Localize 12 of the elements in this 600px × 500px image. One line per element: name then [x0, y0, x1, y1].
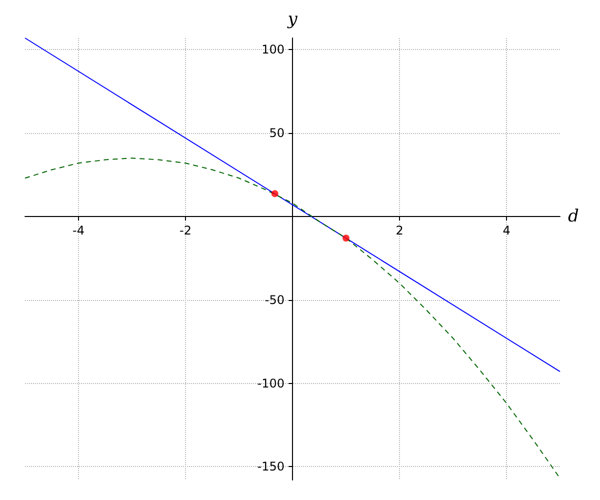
x-axis-title: d — [568, 206, 579, 226]
y-axis-title: y — [286, 10, 298, 30]
y-tick-label: 100 — [262, 42, 284, 57]
y-tick-label: -150 — [257, 460, 284, 474]
y-tick-label: 50 — [269, 126, 284, 140]
y-tick-label: -100 — [257, 376, 284, 390]
x-tick-label: -2 — [180, 223, 192, 238]
x-tick-label: -4 — [72, 223, 84, 238]
x-tick-label: 2 — [396, 223, 404, 238]
x-tick-label: 4 — [502, 223, 510, 238]
line-series — [24, 158, 560, 479]
y-tick-label: -50 — [264, 292, 284, 307]
